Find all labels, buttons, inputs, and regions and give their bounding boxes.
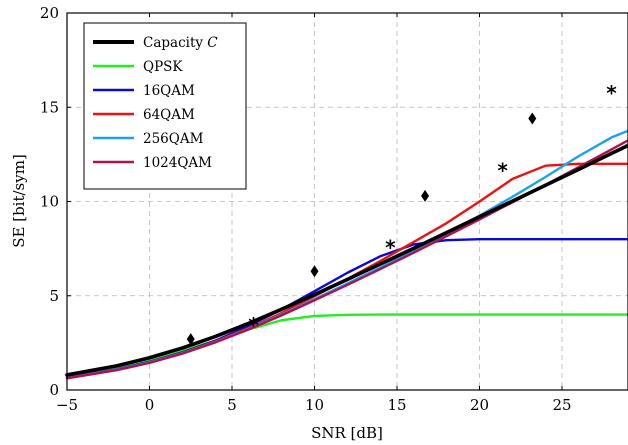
y-tick-label: 0	[49, 381, 59, 399]
y-tick-label: 20	[40, 4, 59, 22]
series-line-64qam	[65, 162, 628, 380]
legend-label-capacity: Capacity C	[143, 35, 218, 51]
x-tick-label: 0	[145, 396, 155, 414]
legend-label-qpsk: QPSK	[143, 59, 183, 75]
diamond-marker	[421, 189, 430, 202]
diamond-marker	[528, 112, 537, 125]
y-tick-label: 15	[40, 98, 59, 116]
diamond-marker	[310, 265, 319, 278]
legend-capacity-symbol: C	[207, 35, 218, 51]
series-line-capacity-c	[65, 143, 628, 377]
x-axis-label: SNR [dB]	[311, 424, 383, 442]
legend-label-256qam: 256QAM	[143, 131, 204, 147]
legend: Capacity C QPSK 16QAM 64QAM 256QAM 1024Q…	[83, 22, 247, 190]
legend-label-64qam: 64QAM	[143, 107, 195, 123]
series-lines	[65, 129, 628, 380]
legend-label-1024qam: 1024QAM	[143, 155, 212, 171]
x-tick-label: 25	[552, 396, 571, 414]
star-marker: *	[497, 158, 508, 182]
diamond-marker	[186, 333, 195, 346]
legend-capacity-text: Capacity	[143, 35, 207, 51]
star-marker: *	[385, 236, 396, 260]
y-tick-label: 5	[49, 287, 59, 305]
y-tick-label: 10	[40, 193, 59, 211]
x-tick-label: 15	[387, 396, 406, 414]
star-marker: *	[606, 81, 617, 105]
markers: * * * *	[186, 81, 617, 346]
x-tick-label: 20	[470, 396, 489, 414]
x-tick-label: 10	[305, 396, 324, 414]
legend-label-16qam: 16QAM	[143, 83, 195, 99]
x-tick-label: 5	[227, 396, 237, 414]
x-tick-label: −5	[56, 396, 78, 414]
y-axis-label: SE [bit/sym]	[10, 154, 28, 248]
star-marker: *	[248, 313, 259, 337]
series-line-qpsk	[65, 313, 628, 377]
